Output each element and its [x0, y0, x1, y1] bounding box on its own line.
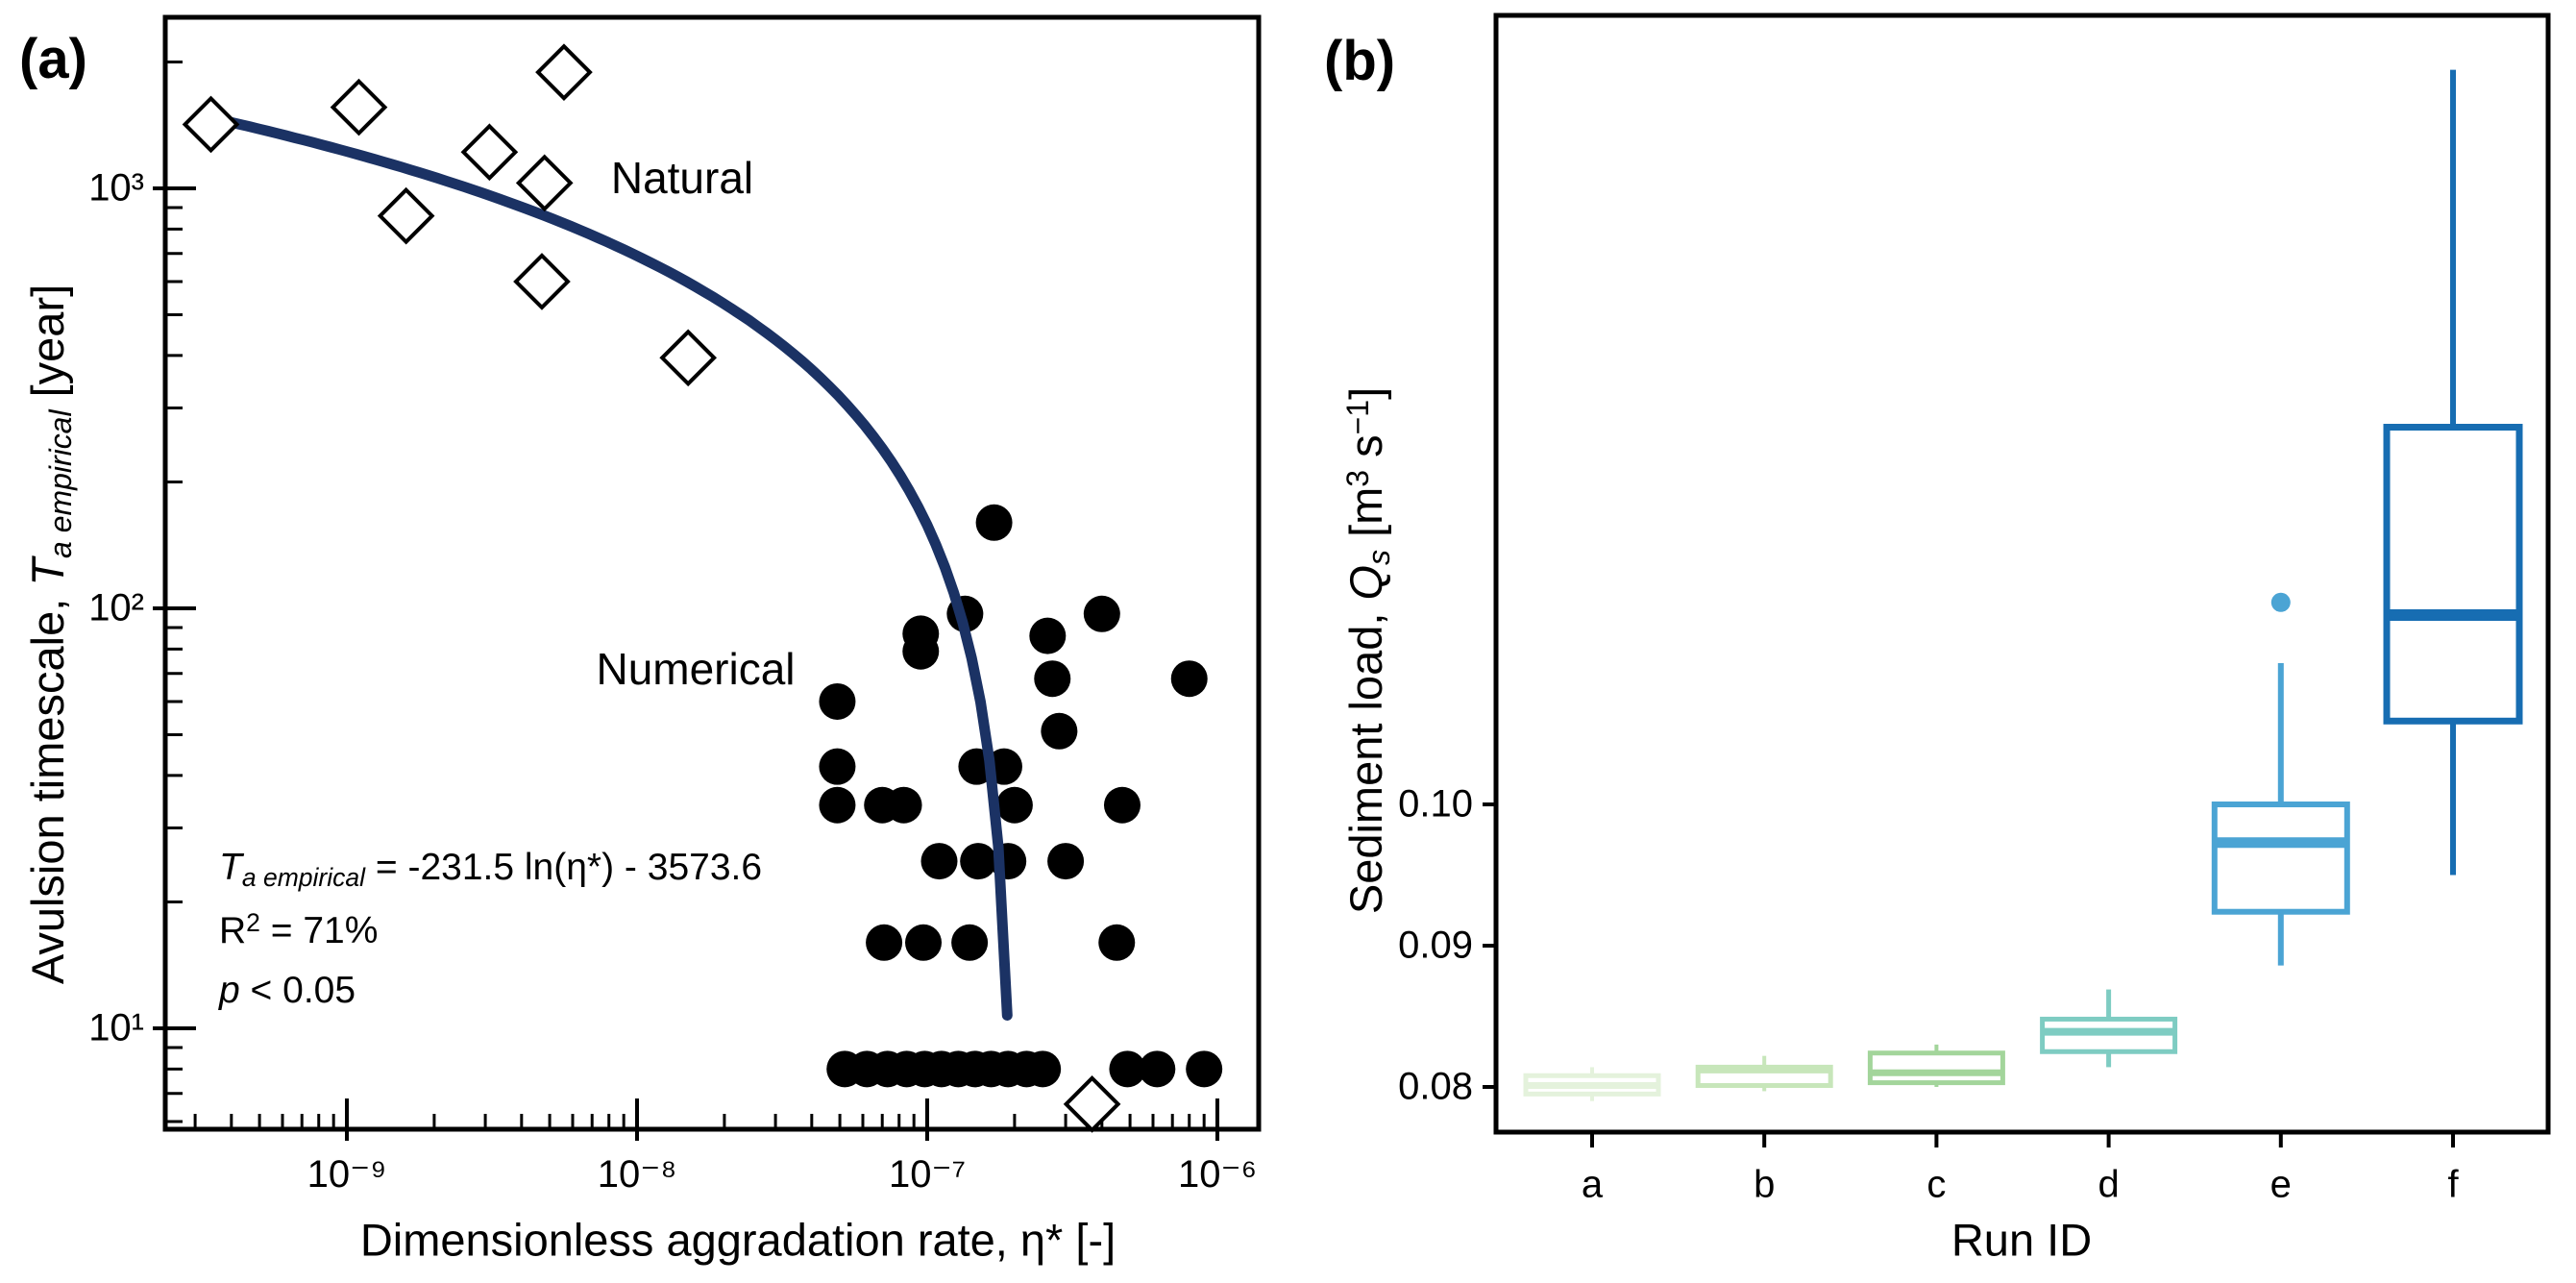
panel-b-category-label: e: [2269, 1163, 2292, 1206]
numerical-point: [819, 786, 856, 824]
natural-point: [377, 186, 435, 245]
label-segment: Sediment load,: [1339, 600, 1391, 915]
natural-point: [535, 43, 593, 102]
label-segment: s: [1362, 549, 1397, 565]
numerical-point: [960, 843, 997, 880]
natural-point: [515, 154, 574, 212]
label-segment: a empirical: [43, 409, 79, 558]
panel-b-y-tick-label: 0.09: [1398, 924, 1473, 967]
box-f: [2383, 424, 2523, 725]
panel-a-y-tick-label: 10¹: [88, 1006, 144, 1049]
panel-b-category-label: c: [1926, 1163, 1947, 1206]
r-squared-text: R2 = 71%: [219, 908, 378, 952]
numerical-point: [1047, 843, 1085, 880]
natural-point: [513, 253, 571, 310]
natural-point: [460, 123, 519, 182]
box-c: [1867, 1050, 2005, 1086]
panel-a-tag: (a): [19, 28, 87, 90]
numerical-point: [1139, 1050, 1176, 1088]
panel-b-frame: [1493, 12, 2551, 1135]
label-segment: s: [1339, 434, 1391, 470]
panel-a-x-tick-label: 10⁻⁶: [1177, 1153, 1258, 1196]
p-value-text: p < 0.05: [219, 970, 356, 1012]
label-segment: p: [219, 970, 240, 1011]
label-segment: [m: [1339, 486, 1391, 550]
panel-b-y-tick-label: 0.08: [1398, 1065, 1473, 1108]
panel-a-xaxis-title: Dimensionless aggradation rate, η* [-]: [359, 1214, 1116, 1266]
numerical-point: [819, 748, 856, 785]
numerical-point: [902, 632, 940, 670]
natural-label: Natural: [610, 153, 754, 203]
panel-b-xaxis-title: Run ID: [1950, 1214, 2093, 1266]
label-segment: −1: [1339, 399, 1375, 435]
label-segment: Avulsion timescale,: [21, 585, 73, 985]
natural-point: [330, 78, 388, 136]
numerical-point: [995, 786, 1033, 824]
label-segment: R: [219, 909, 247, 951]
label-segment: 3: [1339, 469, 1375, 487]
panel-b-yaxis-title: Sediment load, Qs [m3 s−1]: [1339, 387, 1397, 914]
numerical-point: [975, 504, 1013, 541]
numerical-point: [1170, 660, 1208, 698]
panel-a-y-tick-label: 10³: [88, 166, 144, 210]
numerical-point: [1024, 1050, 1062, 1088]
numerical-point: [866, 924, 903, 961]
numerical-label: Numerical: [596, 644, 796, 694]
box-e: [2211, 802, 2350, 915]
numerical-point: [1034, 660, 1071, 698]
numerical-point: [1186, 1050, 1223, 1088]
fit-equation-text: Ta empirical = -231.5 ln(η*) - 3573.6: [219, 847, 762, 893]
label-segment: < 0.05: [239, 970, 356, 1011]
label-segment: T: [21, 557, 73, 586]
label-segment: Q: [1339, 564, 1391, 601]
numerical-point: [1109, 1050, 1146, 1088]
panel-a-y-tick-label: 10²: [88, 586, 144, 629]
numerical-point: [905, 924, 943, 961]
label-segment: = 71%: [259, 909, 379, 951]
fit-curve: [209, 112, 1013, 1021]
numerical-point: [819, 682, 856, 720]
natural-point: [182, 95, 240, 154]
panel-a-yaxis-title: Avulsion timescale, Ta empirical [year]: [21, 284, 79, 984]
natural-point: [659, 329, 718, 387]
panel-b-category-label: d: [2098, 1163, 2120, 1206]
numerical-point: [1098, 924, 1136, 961]
label-segment: ]: [1339, 386, 1391, 400]
panel-b-category-label: b: [1754, 1163, 1776, 1206]
panel-a-x-tick-label: 10⁻⁷: [888, 1153, 967, 1196]
label-segment: [year]: [21, 284, 73, 410]
label-segment: a empirical: [241, 862, 366, 892]
panel-b-category-label: f: [2447, 1163, 2459, 1206]
label-segment: = -231.5 ln(η*) - 3573.6: [365, 847, 763, 889]
natural-point: [1063, 1075, 1121, 1133]
numerical-point: [1029, 617, 1067, 654]
numerical-point: [951, 924, 989, 961]
box-e-outlier: [2270, 592, 2291, 612]
label-segment: 2: [246, 908, 260, 938]
numerical-point: [1041, 712, 1078, 750]
numerical-point: [920, 843, 958, 880]
panel-b-tag: (b): [1324, 30, 1396, 92]
panel-b-y-tick-label: 0.10: [1398, 782, 1473, 826]
panel-a-x-tick-label: 10⁻⁹: [307, 1153, 387, 1196]
panel-a-frame: [162, 14, 1262, 1132]
numerical-point: [1083, 595, 1120, 632]
numerical-point: [885, 786, 922, 824]
panel-a-x-tick-label: 10⁻⁸: [597, 1153, 677, 1196]
label-segment: T: [219, 847, 242, 889]
numerical-point: [1103, 786, 1141, 824]
panel-b-category-label: a: [1581, 1163, 1604, 1206]
